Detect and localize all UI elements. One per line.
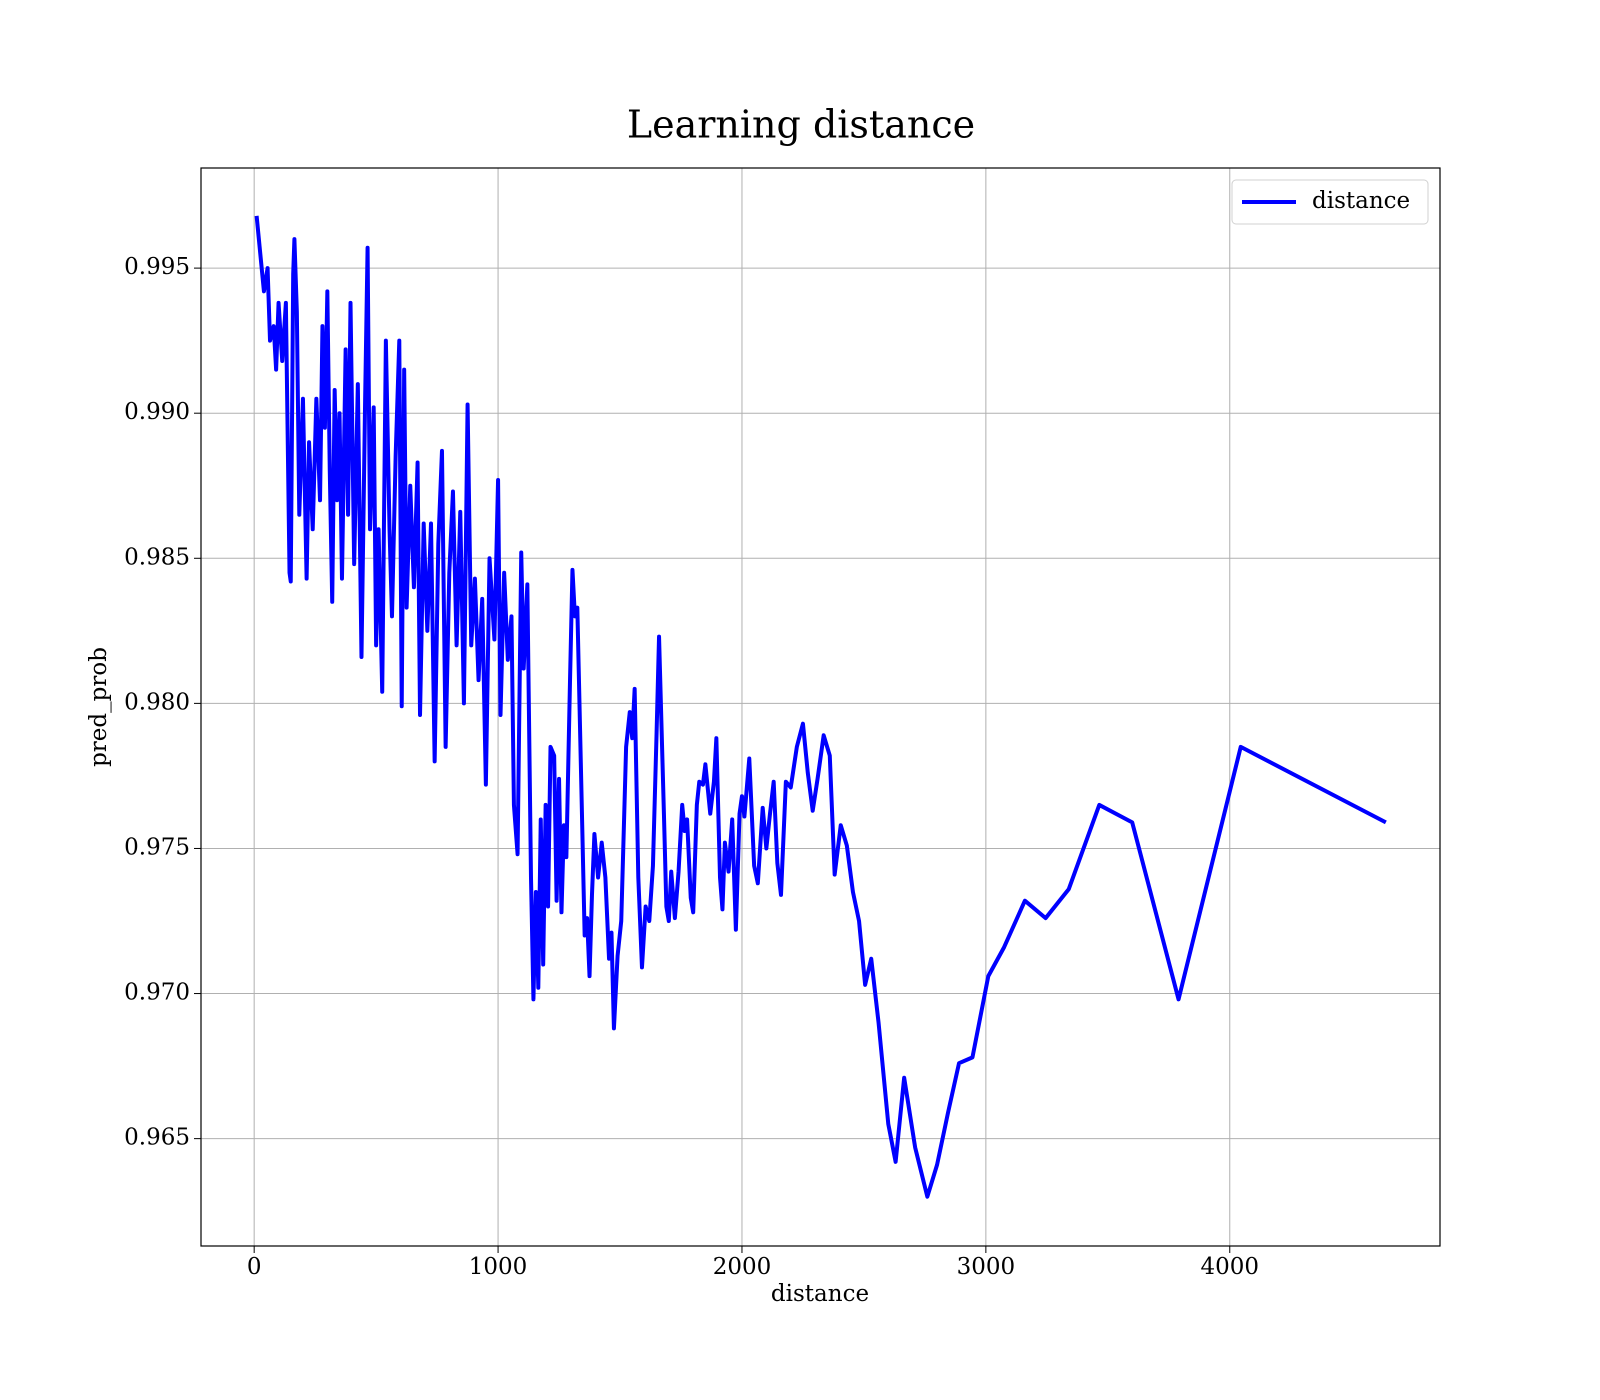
y-tick-label: 0.990 [124,399,190,425]
x-tick-label: 4000 [1200,1254,1259,1280]
legend-label: distance [1312,188,1410,214]
y-tick-label: 0.985 [124,544,190,570]
y-tick-label: 0.975 [124,834,190,860]
x-tick-label: 2000 [713,1254,772,1280]
x-tick-label: 1000 [469,1254,528,1280]
legend-box [1231,179,1429,225]
y-tick-label: 0.965 [124,1125,190,1151]
chart-title: Learning distance [627,103,975,147]
data-line [254,215,1387,1199]
y-tick-label: 0.995 [124,254,190,280]
y-tick-label: 0.980 [124,689,190,715]
y-axis-label: pred_prob [86,647,112,767]
plot-frame [200,167,1441,1247]
x-axis-label: distance [771,1281,869,1307]
y-tick-label: 0.970 [124,980,190,1006]
x-tick-label: 3000 [957,1254,1016,1280]
x-tick-label: 0 [247,1254,262,1280]
